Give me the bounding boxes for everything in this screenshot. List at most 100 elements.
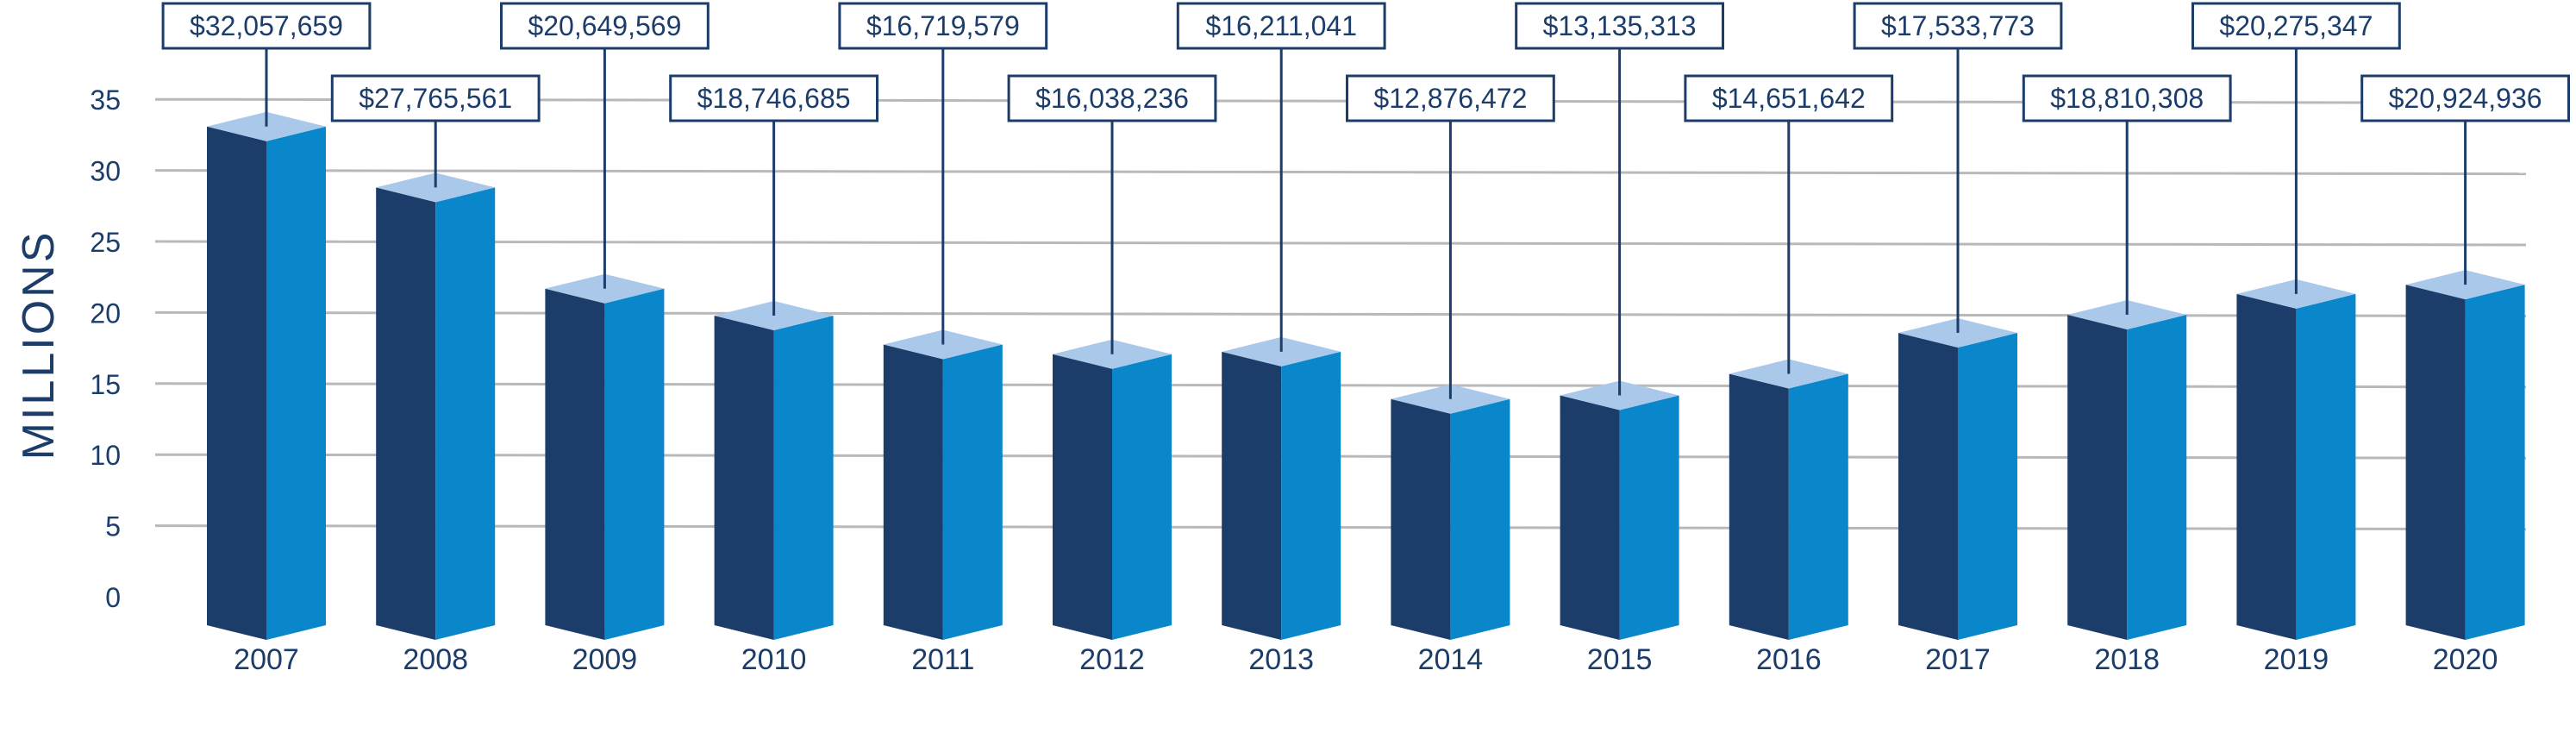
bar: [1391, 384, 1510, 640]
y-tick-label: 30: [90, 156, 121, 187]
data-label: $18,746,685: [669, 74, 879, 316]
bar-left-face: [207, 126, 266, 641]
data-label-text: $20,924,936: [2389, 83, 2542, 114]
x-tick-label: 2013: [1248, 643, 1314, 676]
data-label: $16,038,236: [1007, 74, 1217, 354]
data-label: $16,211,041: [1176, 2, 1386, 352]
bar-right-face: [1788, 373, 1848, 640]
y-tick-label: 20: [90, 298, 121, 329]
data-label-text: $14,651,642: [1712, 83, 1866, 114]
bar: [714, 301, 834, 640]
data-label-text: $12,876,472: [1373, 83, 1527, 114]
data-label-text: $16,719,579: [866, 10, 1020, 41]
data-label-box: [838, 2, 1048, 50]
y-tick-label: 5: [105, 511, 121, 542]
data-label-text: $16,211,041: [1205, 10, 1357, 41]
data-label: $20,924,936: [2360, 74, 2570, 285]
bar-right-face: [1112, 354, 1172, 640]
data-label-text: $18,746,685: [697, 83, 851, 114]
x-tick-label: 2016: [1756, 643, 1822, 676]
bars: [207, 111, 2525, 641]
x-tick-label: 2011: [911, 643, 974, 676]
bar-right-face: [942, 344, 1003, 640]
data-label-box: [2191, 2, 2401, 50]
bar-right-face: [2127, 315, 2187, 640]
data-label: $12,876,472: [1346, 74, 1555, 399]
bar: [1053, 339, 1172, 640]
data-label: $13,135,313: [1515, 2, 1724, 396]
y-tick-label: 15: [90, 369, 121, 400]
bar-right-face: [2296, 293, 2356, 640]
bar-left-face: [1053, 354, 1112, 640]
bar-right-face: [1450, 398, 1510, 640]
gridline: [154, 240, 2527, 247]
bar-left-face: [1222, 351, 1282, 640]
bar-right-face: [435, 187, 496, 640]
bar-right-face: [266, 126, 326, 641]
data-label: $17,533,773: [1853, 2, 2063, 334]
x-tick-label: 2010: [741, 643, 807, 676]
data-label-box: [1515, 2, 1724, 50]
y-axis-ticks: 0 5 10 15 20 25 30 35: [90, 85, 121, 613]
bar: [1729, 359, 1848, 640]
bar-left-face: [376, 187, 436, 640]
bar-left-face: [1898, 333, 1958, 640]
data-label-box: [330, 74, 541, 122]
bar-left-face: [2067, 315, 2128, 640]
x-tick-label: 2018: [2094, 643, 2160, 676]
x-tick-label: 2012: [1079, 643, 1145, 676]
data-label-box: [1684, 74, 1894, 122]
x-tick-label: 2008: [403, 643, 468, 676]
x-axis-ticks: 2007 2008 2009 2010 2011 2012 2013 2014 2015 2016…: [234, 643, 2498, 676]
x-tick-label: 2007: [234, 643, 299, 676]
data-label-text: $18,810,308: [2050, 83, 2204, 114]
bar-left-face: [1729, 373, 1789, 640]
x-tick-label: 2020: [2433, 643, 2498, 676]
bar-left-face: [2236, 293, 2297, 640]
x-tick-label: 2009: [572, 643, 638, 676]
bar-left-face: [545, 288, 605, 640]
x-tick-label: 2014: [1418, 643, 1484, 676]
data-label-box: [2022, 74, 2232, 122]
data-label: $32,057,659: [161, 2, 372, 127]
bar-right-face: [1281, 351, 1341, 640]
y-tick-label: 35: [90, 85, 121, 116]
bar-right-face: [604, 288, 665, 640]
bar-left-face: [883, 344, 943, 640]
bar: [883, 329, 1003, 640]
bar: [545, 273, 665, 640]
data-label-text: $17,533,773: [1881, 10, 2035, 41]
bar: [207, 111, 326, 641]
data-label-box: [1346, 74, 1555, 122]
bar-left-face: [714, 316, 774, 640]
bar-left-face: [1391, 398, 1451, 640]
bar-left-face: [1560, 395, 1620, 640]
bar-left-face: [2405, 285, 2466, 640]
data-label: $16,719,579: [838, 2, 1048, 345]
data-labels: $32,057,659 $27,765,561 $20,649,569 $18,746…: [161, 2, 2570, 399]
bar: [2067, 300, 2187, 640]
y-tick-label: 25: [90, 227, 121, 258]
bar-right-face: [773, 316, 834, 640]
data-label-box: [669, 74, 879, 122]
data-label-box: [161, 2, 372, 50]
bar: [1222, 336, 1341, 640]
bar: [1898, 318, 2017, 640]
data-label-box: [1853, 2, 2063, 50]
bar: [2236, 279, 2356, 640]
x-tick-label: 2017: [1925, 643, 1991, 676]
data-label-text: $16,038,236: [1035, 83, 1189, 114]
data-label: $14,651,642: [1684, 74, 1894, 374]
data-label: $18,810,308: [2022, 74, 2232, 316]
data-label-text: $27,765,561: [359, 83, 512, 114]
data-label: $20,275,347: [2191, 2, 2401, 294]
bar: [2405, 270, 2525, 640]
data-label-box: [500, 2, 710, 50]
data-label-text: $13,135,313: [1543, 10, 1697, 41]
bar-right-face: [1619, 395, 1679, 640]
y-tick-label: 10: [90, 440, 121, 471]
data-label-text: $20,649,569: [528, 10, 681, 41]
data-label-box: [2360, 74, 2570, 122]
data-label-text: $20,275,347: [2219, 10, 2373, 41]
